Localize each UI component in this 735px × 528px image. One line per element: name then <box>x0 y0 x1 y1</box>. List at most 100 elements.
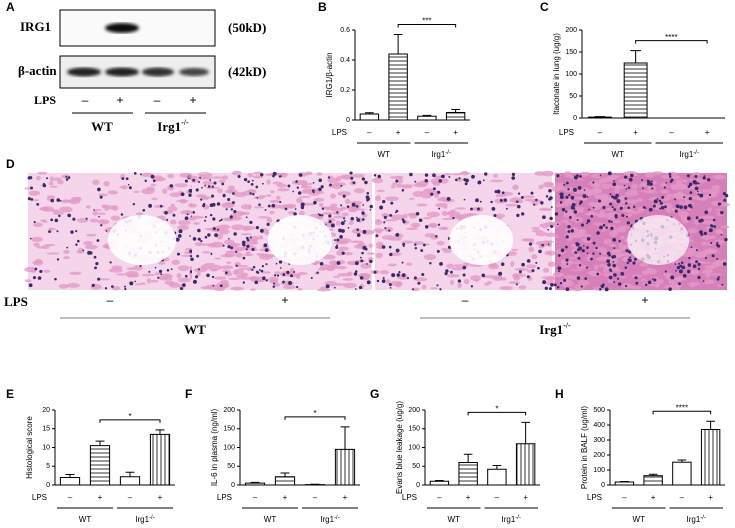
significance-bracket <box>635 40 708 44</box>
nucleus <box>567 225 571 229</box>
nucleus <box>549 196 553 200</box>
nucleus <box>414 243 417 246</box>
error-bar <box>677 459 687 463</box>
nucleus <box>209 203 214 208</box>
nucleus <box>482 179 485 182</box>
tissue-fiber <box>24 266 38 273</box>
tissue-fiber <box>366 252 376 255</box>
nucleus <box>590 214 594 218</box>
nucleus <box>328 220 332 224</box>
tissue-fiber <box>385 196 399 202</box>
tissue-fiber <box>258 235 264 240</box>
nucleus <box>678 269 683 274</box>
nucleus <box>251 179 254 182</box>
error-bar <box>393 34 403 54</box>
bar <box>89 445 111 486</box>
nucleus <box>537 266 540 270</box>
tissue-fiber <box>69 271 82 275</box>
tissue-fiber <box>230 286 244 291</box>
tissue-fiber <box>246 189 257 193</box>
nucleus <box>612 182 617 187</box>
tissue-fiber <box>214 257 222 260</box>
category-label: – <box>622 493 627 502</box>
category-label: + <box>523 493 528 502</box>
bar <box>643 475 663 486</box>
tissue-fiber <box>337 191 351 196</box>
nucleus <box>93 209 96 211</box>
nucleus <box>182 283 186 287</box>
y-tick-label: 10 <box>42 444 50 451</box>
tissue-fiber <box>688 178 694 181</box>
tissue-fiber <box>651 171 664 176</box>
nucleus <box>199 176 202 179</box>
nucleus <box>553 283 557 287</box>
nucleus <box>634 276 638 280</box>
tissue-fiber <box>430 287 438 290</box>
nucleus <box>313 200 317 205</box>
blot-size: (42kD) <box>228 64 266 79</box>
nucleus <box>222 193 226 197</box>
tissue-fiber <box>61 199 70 204</box>
tissue-fiber <box>569 269 584 272</box>
lps-label: LPS <box>217 493 232 502</box>
tissue-fiber <box>432 181 441 186</box>
y-axis-label: Histological score <box>25 416 34 479</box>
panel-label: H <box>555 387 564 401</box>
nucleus <box>716 241 719 245</box>
nucleus <box>592 241 596 245</box>
tissue-fiber <box>495 193 504 198</box>
tissue-fiber <box>48 181 54 186</box>
nucleus <box>683 196 686 199</box>
nucleus <box>95 261 99 266</box>
nucleus <box>613 208 617 211</box>
nucleus <box>366 263 368 265</box>
nucleus <box>438 207 441 210</box>
nucleus <box>82 249 85 252</box>
nucleus <box>109 261 112 264</box>
nucleus <box>409 172 413 177</box>
histology-image <box>370 170 559 292</box>
group-sup: -/- <box>515 515 521 521</box>
tissue-fiber <box>561 281 575 287</box>
tissue-fiber <box>705 242 715 246</box>
tissue-fiber <box>211 241 224 248</box>
nucleus <box>723 198 726 201</box>
tissue-fiber <box>390 185 396 189</box>
nucleus <box>310 276 313 279</box>
nucleus <box>584 277 588 280</box>
tissue-fiber <box>297 287 303 291</box>
nucleus <box>607 263 611 267</box>
nucleus <box>390 201 394 205</box>
histology: D LPS – + – + WT Irg1-/- <box>4 157 731 337</box>
tissue-fiber <box>63 256 70 260</box>
tissue-fiber <box>224 251 235 258</box>
tissue-fiber <box>160 273 173 280</box>
tissue-fiber <box>688 227 698 234</box>
nucleus <box>347 226 350 229</box>
nucleus <box>76 239 80 243</box>
bar <box>334 448 356 486</box>
nucleus <box>656 197 659 200</box>
nucleus <box>318 187 322 192</box>
nucleus <box>300 202 305 207</box>
tissue-fiber <box>423 253 437 260</box>
nucleus <box>579 175 582 178</box>
tissue-fiber <box>396 275 409 280</box>
nucleus <box>635 281 639 285</box>
group-sup: -/- <box>693 150 699 156</box>
nucleus <box>688 256 691 260</box>
tissue-fiber <box>605 207 616 211</box>
error-bar <box>492 465 502 470</box>
category-label: – <box>598 128 603 137</box>
nucleus <box>627 186 631 189</box>
nucleus <box>356 218 361 222</box>
nucleus <box>295 180 298 183</box>
tissue-fiber <box>600 177 615 182</box>
nucleus <box>708 193 712 197</box>
tissue-fiber <box>337 238 352 243</box>
nucleus <box>212 217 216 221</box>
tissue-fiber <box>708 273 723 276</box>
tissue-fiber <box>150 183 157 187</box>
nucleus <box>212 227 216 231</box>
nucleus <box>132 202 136 206</box>
